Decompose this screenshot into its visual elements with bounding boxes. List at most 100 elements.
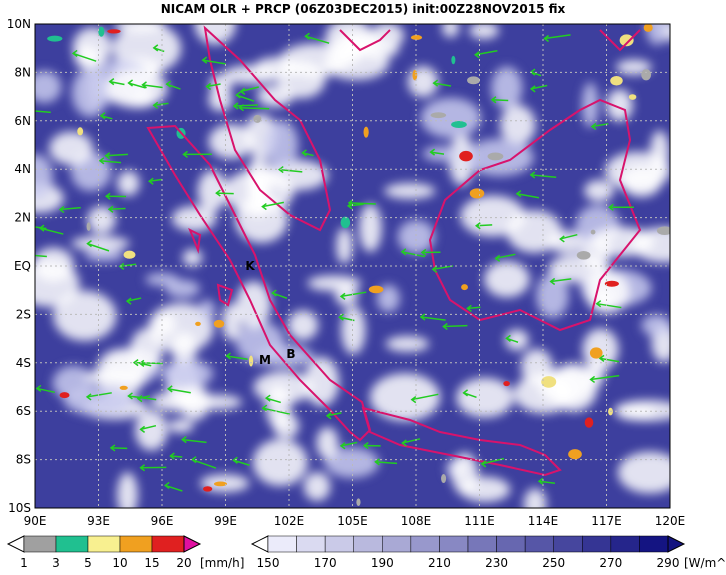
colorbar-segment	[554, 536, 583, 552]
rain-cell	[629, 94, 637, 100]
cloud	[386, 336, 430, 352]
rain-cell	[87, 222, 91, 231]
lat-label: 6N	[14, 114, 31, 128]
colorbar-segment	[382, 536, 411, 552]
place-label: B	[286, 347, 295, 361]
title: NICAM OLR + PRCP (06Z03DEC2015) init:00Z…	[161, 2, 566, 16]
cloud	[117, 472, 138, 517]
cloud	[584, 180, 614, 202]
cloud	[469, 22, 499, 39]
rain-cell	[488, 153, 504, 161]
cloud	[265, 120, 298, 169]
colorbar-label: 10	[112, 556, 127, 570]
colorbar-label: 1	[20, 556, 28, 570]
cloud	[304, 472, 331, 501]
cloud	[253, 439, 308, 486]
lat-label: 8N	[14, 65, 31, 79]
cloud	[288, 310, 318, 340]
cloud	[384, 183, 435, 199]
cloud	[618, 452, 682, 494]
lon-label: 114E	[528, 514, 559, 528]
colorbar-segment	[268, 536, 297, 552]
lat-label: 4N	[14, 162, 31, 176]
rain-cell	[503, 381, 510, 386]
cloud	[117, 171, 139, 196]
rain-cell	[451, 56, 455, 65]
colorbar-label: 290	[657, 556, 680, 570]
cloud	[359, 204, 382, 252]
cloud	[53, 291, 116, 341]
rain-cell	[249, 355, 253, 366]
rain-cell	[470, 188, 485, 198]
colorbar-label: 250	[542, 556, 565, 570]
colorbar-label: 150	[257, 556, 280, 570]
arrow	[234, 105, 258, 106]
lon-label: 120E	[655, 514, 686, 528]
colorbar-label: 20	[176, 556, 191, 570]
colorbar-segment	[611, 536, 640, 552]
colorbar-label: 5	[84, 556, 92, 570]
rain-cell	[124, 251, 136, 259]
cloud	[421, 98, 481, 139]
cloud	[162, 360, 213, 388]
colorbar-segment	[411, 536, 440, 552]
arrow	[476, 225, 492, 226]
cloud	[27, 71, 61, 103]
rain-cell	[120, 386, 128, 390]
rain-cell	[467, 76, 480, 84]
colorbar-label: 230	[485, 556, 508, 570]
colorbar-segment	[152, 536, 184, 552]
cloud	[370, 373, 440, 421]
rain-cell	[203, 486, 212, 491]
colorbar-segment	[56, 536, 88, 552]
cloud	[106, 69, 168, 108]
colorbar-segment	[639, 536, 668, 552]
arrow	[443, 326, 467, 327]
colorbar-segment	[325, 536, 354, 552]
colorbar-segment	[120, 536, 152, 552]
lat-label: 4S	[16, 356, 31, 370]
cloud	[277, 61, 325, 99]
cloud	[408, 66, 438, 97]
colorbar-segment	[88, 536, 120, 552]
colorbar-segment	[297, 536, 326, 552]
cloud	[266, 385, 292, 429]
colorbar-high	[184, 536, 200, 552]
cloud	[442, 18, 459, 37]
cloud	[33, 248, 74, 282]
colorbar-segment	[497, 536, 526, 552]
colorbar-segment	[468, 536, 497, 552]
rain-cell	[431, 112, 447, 118]
olr-unit: [W/m^2]	[684, 556, 726, 570]
lat-label: 2S	[16, 307, 31, 321]
lat-label: 10S	[8, 501, 31, 515]
arrow	[216, 193, 233, 194]
lat-label: EQ	[14, 259, 31, 273]
colorbar-label: 170	[314, 556, 337, 570]
cloud	[460, 195, 525, 236]
arrow-head	[28, 252, 32, 258]
lon-label: 117E	[591, 514, 622, 528]
rain-cell	[585, 417, 594, 427]
cloud	[153, 312, 176, 336]
colorbar-segment	[525, 536, 554, 552]
arrow-head	[24, 107, 28, 113]
colorbar-label: 190	[371, 556, 394, 570]
rain-cell	[107, 29, 120, 33]
colorbar-label: 3	[52, 556, 60, 570]
rain-cell	[461, 284, 468, 290]
rain-cell	[412, 70, 417, 81]
rain-cell	[364, 127, 369, 138]
cloud	[19, 154, 53, 199]
rain-cell	[60, 392, 70, 398]
cloud	[641, 315, 671, 337]
colorbar-high	[668, 536, 684, 552]
colorbar-label: 270	[599, 556, 622, 570]
cloud	[336, 228, 352, 265]
lon-label: 108E	[401, 514, 432, 528]
lat-label: 8S	[16, 453, 31, 467]
cloud	[74, 45, 100, 69]
rain-cell	[577, 251, 591, 260]
colorbar-label: 210	[428, 556, 451, 570]
rain-cell	[77, 127, 83, 135]
